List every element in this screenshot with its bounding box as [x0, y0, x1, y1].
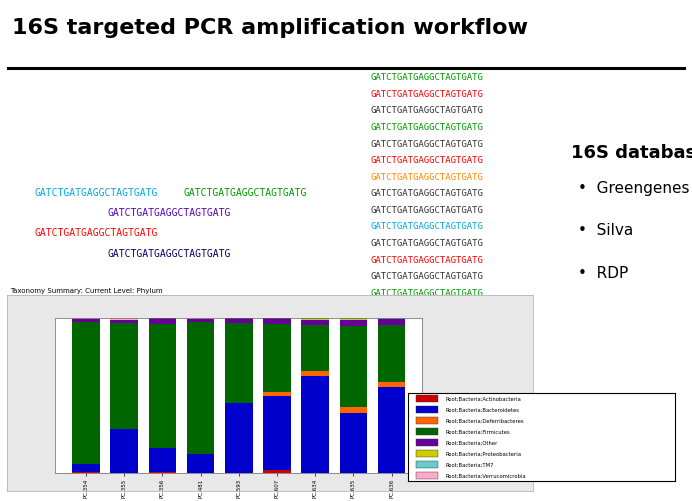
Text: Root;Bacteria;Bacteroidetes: Root;Bacteria;Bacteroidetes	[446, 407, 520, 412]
Text: GATCTGATGAGGCTAGTGATG: GATCTGATGAGGCTAGTGATG	[370, 73, 483, 82]
Bar	[72, 318, 100, 320]
Text: View Figure (.pdf)   View Legend (.pdf): View Figure (.pdf) View Legend (.pdf)	[10, 298, 144, 305]
Text: Root;Bacteria;Firmicutes: Root;Bacteria;Firmicutes	[446, 429, 510, 434]
Bar	[149, 309, 176, 324]
Text: GATCTGATGAGGCTAGTGATG: GATCTGATGAGGCTAGTGATG	[370, 156, 483, 165]
Bar	[110, 472, 138, 473]
Bar	[417, 428, 437, 435]
Text: GATCTGATGAGGCTAGTGATG: GATCTGATGAGGCTAGTGATG	[370, 238, 483, 247]
Bar	[417, 461, 437, 468]
Text: Root;Bacteria;Proteobacteria: Root;Bacteria;Proteobacteria	[446, 451, 522, 456]
Bar	[263, 324, 291, 393]
Bar	[263, 318, 291, 324]
Bar	[225, 317, 253, 324]
Text: Root;Bacteria;Other: Root;Bacteria;Other	[446, 440, 498, 445]
Bar	[72, 320, 100, 323]
Bar	[149, 308, 176, 309]
Bar	[378, 317, 406, 319]
Text: 16S targeted PCR amplification workflow: 16S targeted PCR amplification workflow	[12, 18, 529, 38]
Bar	[225, 472, 253, 473]
Bar	[110, 324, 138, 429]
Text: GATCTGATGAGGCTAGTGATG: GATCTGATGAGGCTAGTGATG	[370, 139, 483, 148]
Bar	[378, 325, 406, 383]
Bar	[340, 319, 367, 321]
Bar	[187, 322, 215, 454]
Text: Root;Bacteria;TM7: Root;Bacteria;TM7	[446, 462, 494, 467]
Text: GATCTGATGAGGCTAGTGATG: GATCTGATGAGGCTAGTGATG	[370, 123, 483, 132]
Text: Taxonomy Summary: Current Level: Phylum: Taxonomy Summary: Current Level: Phylum	[10, 287, 163, 293]
Text: GATCTGATGAGGCTAGTGATG: GATCTGATGAGGCTAGTGATG	[35, 188, 158, 198]
Bar	[149, 472, 176, 473]
Text: •  RDP: • RDP	[578, 266, 628, 281]
Bar	[72, 472, 100, 473]
Bar	[225, 324, 253, 403]
Text: Root;Bacteria;Actinobacteria: Root;Bacteria;Actinobacteria	[446, 396, 521, 401]
Bar	[149, 448, 176, 472]
Bar	[378, 472, 406, 473]
Bar	[340, 321, 367, 327]
Text: GATCTGATGAGGCTAGTGATG: GATCTGATGAGGCTAGTGATG	[370, 288, 483, 297]
Bar	[378, 387, 406, 472]
Bar	[187, 472, 215, 473]
Text: Root;Bacteria;Verrucomicrobia: Root;Bacteria;Verrucomicrobia	[446, 473, 526, 478]
Bar	[417, 439, 437, 446]
Text: GATCTGATGAGGCTAGTGATG: GATCTGATGAGGCTAGTGATG	[370, 272, 483, 281]
Bar	[417, 472, 437, 479]
Text: GATCTGATGAGGCTAGTGATG: GATCTGATGAGGCTAGTGATG	[370, 255, 483, 264]
Text: GATCTGATGAGGCTAGTGATG: GATCTGATGAGGCTAGTGATG	[370, 172, 483, 181]
Text: .......: .......	[370, 305, 408, 314]
Text: GATCTGATGAGGCTAGTGATG: GATCTGATGAGGCTAGTGATG	[370, 106, 483, 115]
Bar	[302, 321, 329, 325]
Bar	[302, 319, 329, 321]
Bar	[187, 318, 215, 319]
Bar	[417, 450, 437, 457]
Bar	[149, 324, 176, 448]
Bar	[263, 470, 291, 473]
Text: GATCTGATGAGGCTAGTGATG: GATCTGATGAGGCTAGTGATG	[370, 189, 483, 198]
Bar	[225, 403, 253, 472]
Bar	[187, 319, 215, 322]
Bar	[340, 318, 367, 319]
Bar	[302, 372, 329, 376]
Bar	[340, 414, 367, 472]
Bar	[72, 323, 100, 464]
Bar	[302, 472, 329, 473]
Text: GATCTGATGAGGCTAGTGATG: GATCTGATGAGGCTAGTGATG	[107, 208, 230, 218]
Bar	[110, 429, 138, 472]
Text: GATCTGATGAGGCTAGTGATG: GATCTGATGAGGCTAGTGATG	[107, 248, 230, 258]
Bar	[263, 393, 291, 396]
Text: GATCTGATGAGGCTAGTGATG: GATCTGATGAGGCTAGTGATG	[370, 222, 483, 231]
Bar	[72, 464, 100, 472]
Bar	[110, 321, 138, 324]
Bar	[263, 396, 291, 470]
Bar	[417, 407, 437, 413]
Text: 16S database: 16S database	[571, 144, 692, 162]
Bar	[417, 396, 437, 402]
Bar	[417, 418, 437, 424]
Bar	[302, 325, 329, 372]
Bar	[340, 472, 367, 473]
Bar	[340, 327, 367, 407]
Text: GATCTGATGAGGCTAGTGATG: GATCTGATGAGGCTAGTGATG	[35, 228, 158, 238]
Bar	[110, 317, 138, 321]
Bar	[187, 454, 215, 472]
Text: •  Greengenes: • Greengenes	[578, 180, 689, 195]
Bar	[340, 407, 367, 414]
Bar	[302, 318, 329, 319]
Bar	[378, 319, 406, 325]
Text: GATCTGATGAGGCTAGTGATG: GATCTGATGAGGCTAGTGATG	[370, 90, 483, 99]
Text: GATCTGATGAGGCTAGTGATG: GATCTGATGAGGCTAGTGATG	[370, 205, 483, 214]
Text: •  Silva: • Silva	[578, 223, 633, 238]
Text: Root;Bacteria;Deferribacteres: Root;Bacteria;Deferribacteres	[446, 418, 525, 423]
Bar	[302, 376, 329, 472]
Text: GATCTGATGAGGCTAGTGATG: GATCTGATGAGGCTAGTGATG	[183, 188, 307, 198]
Bar	[378, 383, 406, 387]
